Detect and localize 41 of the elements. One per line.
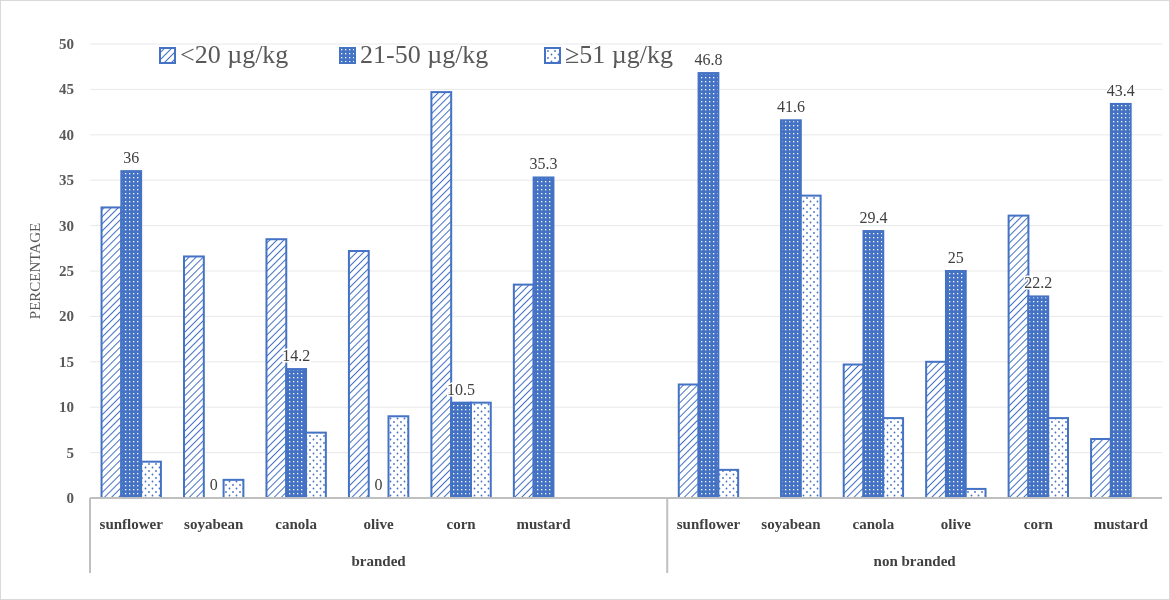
x-tick-label: canola [852, 516, 895, 532]
y-tick-label: 10 [59, 399, 74, 416]
y-tick-label: 20 [59, 308, 74, 325]
y-tick-label: 25 [59, 263, 74, 279]
y-tick-label: 35 [59, 172, 74, 189]
x-tick-label: sunflower [99, 516, 164, 532]
bar [387, 415, 410, 499]
y-tick-label: 45 [59, 81, 74, 98]
x-tick-label: corn [446, 516, 477, 532]
data-label: 41.6 [776, 98, 805, 116]
x-tick-label: mustard [516, 516, 572, 532]
bar [347, 250, 370, 499]
data-label: 29.4 [859, 209, 888, 227]
y-tick-label: 50 [59, 36, 74, 52]
x-tick-label: olive [940, 516, 972, 532]
x-tick-label: canola [275, 516, 318, 532]
data-label: 43.4 [1106, 81, 1135, 99]
y-tick-label: 30 [59, 217, 74, 234]
text: non branded [873, 553, 957, 569]
x-tick-label: soyabean [184, 516, 244, 532]
data-label: 36 [123, 149, 140, 167]
x-tick-label: soyabean [761, 516, 822, 532]
legend-label: ≥51 µg/kg [565, 40, 673, 69]
x-tick-label: corn [1023, 516, 1054, 532]
data-label: 0 [374, 476, 383, 493]
data-label: 25 [947, 249, 964, 266]
x-tick-label: mustard [1093, 516, 1149, 532]
legend-label: 21-50 µg/kg [360, 40, 489, 69]
y-tick-label: 15 [59, 353, 74, 370]
y-axis-title: PERCENTAGE [27, 222, 43, 320]
y-tick-label: 40 [59, 126, 74, 143]
bar [183, 255, 205, 499]
data-label: 35.3 [529, 155, 558, 173]
legend-label: <20 µg/kg [180, 40, 289, 69]
data-label: 0 [209, 476, 218, 493]
text: branded [351, 553, 407, 569]
x-tick-label: olive [363, 516, 394, 532]
x-tick-label: sunflower [676, 516, 741, 532]
data-label: 46.8 [694, 51, 723, 69]
y-tick-label: 5 [66, 444, 74, 461]
y-tick-label: 0 [66, 490, 74, 506]
